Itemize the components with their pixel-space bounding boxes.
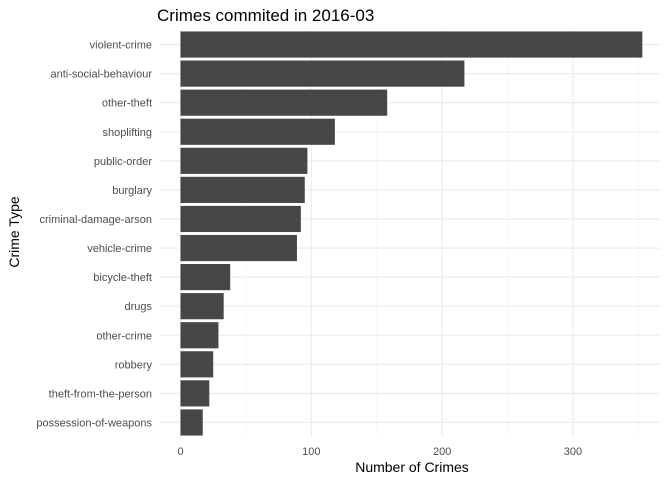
- bar-bicycle-theft: [181, 264, 231, 290]
- bar-robbery: [181, 351, 214, 377]
- category-label-drugs: drugs: [124, 301, 152, 313]
- category-label-other-crime: other-crime: [96, 330, 152, 342]
- x-axis-title: Number of Crimes: [355, 459, 469, 475]
- category-labels: violent-crime anti-social-behaviour other-…: [36, 40, 152, 430]
- x-tick-label-200: 200: [433, 446, 451, 458]
- y-axis-title: Crime Type: [6, 196, 22, 268]
- bar-other-crime: [181, 322, 219, 348]
- category-label-burglary: burglary: [112, 185, 152, 197]
- category-label-public-order: public-order: [94, 156, 152, 168]
- bar-shoplifting: [181, 119, 335, 145]
- category-label-shoplifting: shoplifting: [102, 127, 152, 139]
- category-label-robbery: robbery: [115, 359, 153, 371]
- category-label-other-theft: other-theft: [102, 98, 152, 110]
- x-tick-labels: 0 100 200 300: [177, 446, 582, 458]
- bar-burglary: [181, 177, 305, 203]
- bar-violent-crime: [181, 31, 643, 57]
- bar-possession-of-weapons: [181, 409, 203, 435]
- bar-theft-from-the-person: [181, 380, 210, 406]
- category-label-criminal-damage-arson: criminal-damage-arson: [40, 214, 153, 226]
- bar-criminal-damage-arson: [181, 206, 301, 232]
- category-label-violent-crime: violent-crime: [90, 40, 152, 52]
- category-label-possession-of-weapons: possession-of-weapons: [36, 417, 152, 429]
- category-label-theft-from-the-person: theft-from-the-person: [49, 388, 152, 400]
- category-label-vehicle-crime: vehicle-crime: [87, 243, 152, 255]
- bar-public-order: [181, 148, 308, 174]
- x-tick-label-100: 100: [302, 446, 320, 458]
- x-tick-label-0: 0: [177, 446, 183, 458]
- category-label-bicycle-theft: bicycle-theft: [93, 272, 152, 284]
- category-label-anti-social-behaviour: anti-social-behaviour: [51, 69, 153, 81]
- bar-drugs: [181, 293, 224, 319]
- bar-other-theft: [181, 90, 388, 116]
- bar-vehicle-crime: [181, 235, 297, 261]
- chart-title: Crimes commited in 2016-03: [157, 6, 374, 25]
- bar-anti-social-behaviour: [181, 61, 465, 87]
- x-tick-label-300: 300: [564, 446, 582, 458]
